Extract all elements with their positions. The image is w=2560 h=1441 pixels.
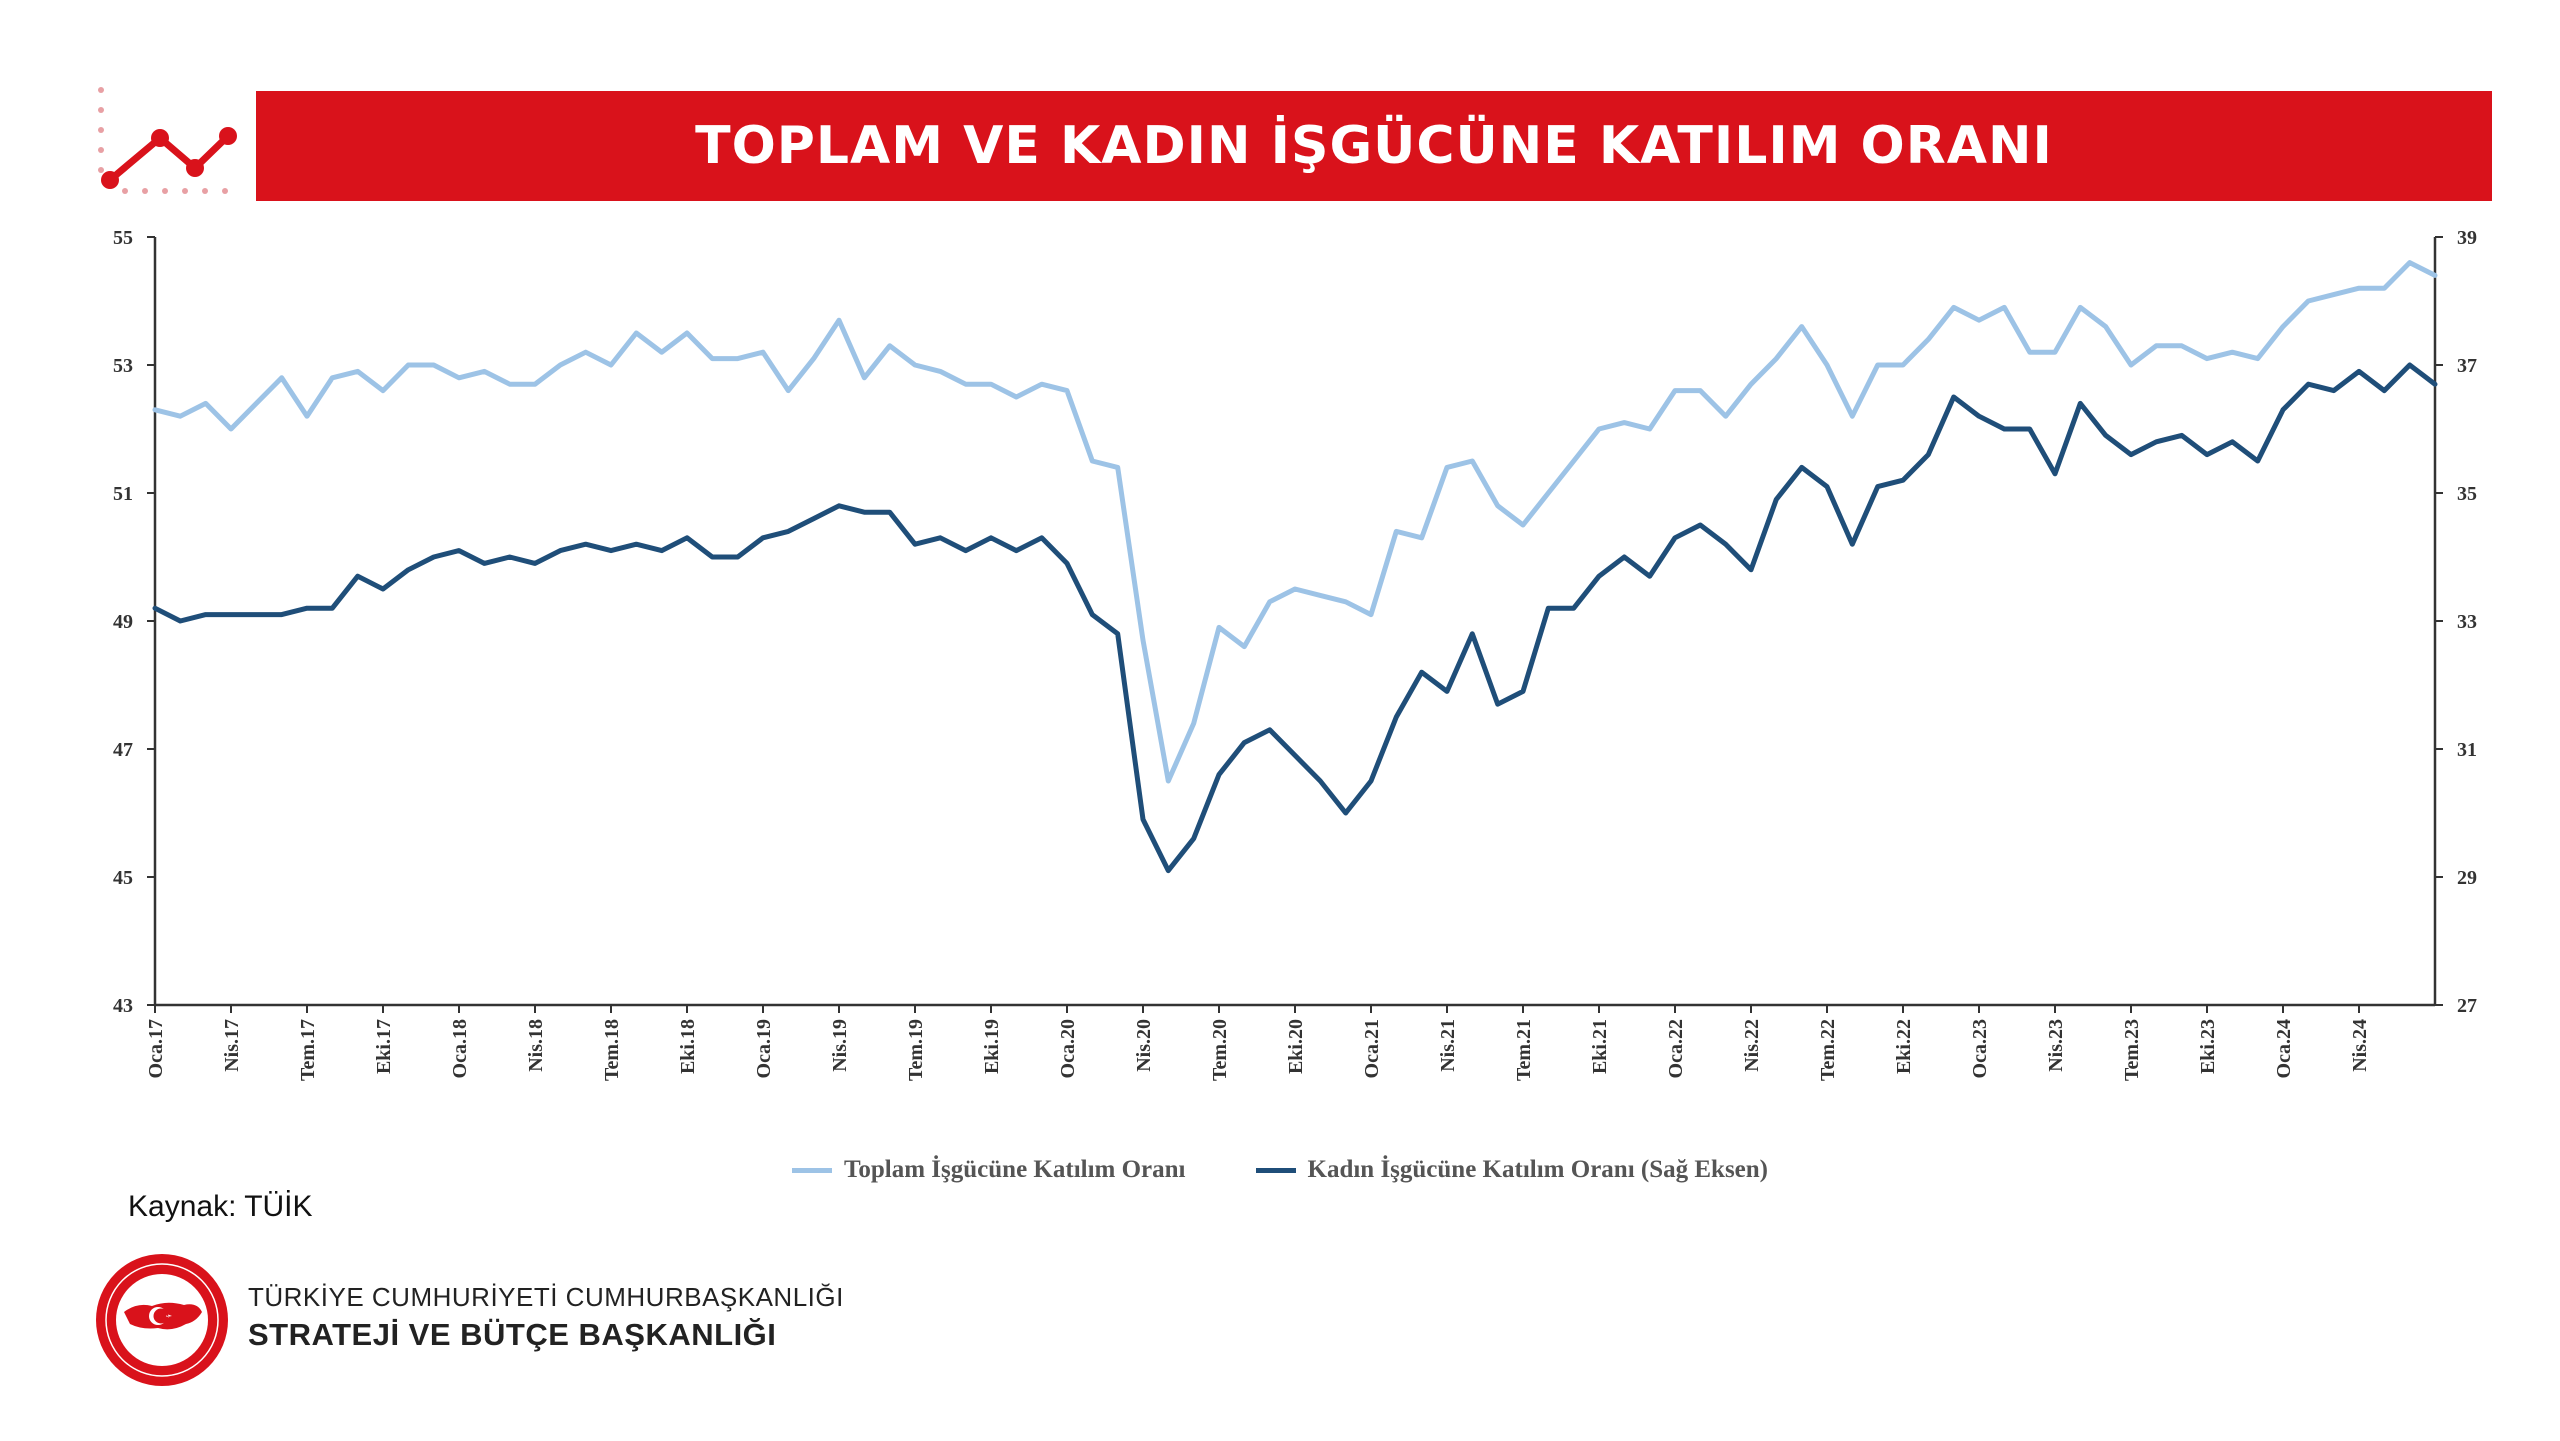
org-name-line1: TÜRKİYE CUMHURİYETİ CUMHURBAŞKANLIĞI bbox=[248, 1282, 844, 1312]
x-tick-label: Nis.22 bbox=[1741, 1019, 1763, 1072]
y-right-tick-label: 37 bbox=[2457, 355, 2477, 377]
trend-line-icon bbox=[98, 87, 237, 194]
x-tick-label: Oca.19 bbox=[753, 1019, 775, 1078]
x-tick-label: Eki.18 bbox=[677, 1019, 699, 1074]
y-right-tick-label: 31 bbox=[2457, 739, 2477, 761]
x-tick-label: Oca.21 bbox=[1361, 1019, 1383, 1078]
org-name: TÜRKİYE CUMHURİYETİ CUMHURBAŞKANLIĞI STR… bbox=[248, 1282, 844, 1353]
x-tick-label: Tem.18 bbox=[601, 1019, 623, 1081]
x-tick-label: Eki.17 bbox=[373, 1019, 395, 1074]
legend-swatch-total bbox=[792, 1167, 832, 1173]
y-left-tick-label: 51 bbox=[113, 483, 133, 505]
x-tick-label: Tem.17 bbox=[297, 1019, 319, 1081]
x-tick-label: Eki.22 bbox=[1893, 1019, 1915, 1074]
x-tick-label: Tem.22 bbox=[1817, 1019, 1839, 1081]
y-left-tick-label: 47 bbox=[113, 739, 133, 761]
x-tick-label: Nis.19 bbox=[829, 1019, 851, 1072]
x-tick-label: Nis.17 bbox=[221, 1019, 243, 1072]
title-banner: TOPLAM VE KADIN İŞGÜCÜNE KATILIM ORANI bbox=[256, 91, 2492, 201]
legend-label-total: Toplam İşgücüne Katılım Oranı bbox=[844, 1156, 1186, 1183]
y-left-tick-label: 45 bbox=[113, 867, 133, 889]
legend-label-women: Kadın İşgücüne Katılım Oranı (Sağ Eksen) bbox=[1307, 1156, 1769, 1183]
series-layer bbox=[152, 260, 2438, 874]
x-tick-label: Eki.23 bbox=[2197, 1019, 2219, 1074]
x-tick-label: Eki.19 bbox=[981, 1019, 1003, 1074]
x-tick-label: Oca.24 bbox=[2273, 1019, 2295, 1078]
y-left-tick-label: 49 bbox=[113, 611, 133, 633]
x-tick-label: Oca.23 bbox=[1969, 1019, 1991, 1078]
chart-axes bbox=[153, 237, 2437, 1007]
x-tick-label: Oca.22 bbox=[1665, 1019, 1687, 1078]
legend-item-total: Toplam İşgücüne Katılım Oranı bbox=[792, 1156, 1186, 1184]
x-axis: Oca.17 Nis.17 Tem.17 Eki.17 Oca.18 Nis.18 Tem.… bbox=[145, 1005, 2371, 1081]
y-axis-left: 43 45 47 49 51 53 55 bbox=[113, 227, 155, 1017]
x-tick-label: Nis.21 bbox=[1437, 1019, 1459, 1072]
x-tick-label: Nis.20 bbox=[1133, 1019, 1155, 1072]
x-tick-label: Oca.20 bbox=[1057, 1019, 1079, 1078]
y-right-tick-label: 35 bbox=[2457, 483, 2477, 505]
y-left-tick-label: 43 bbox=[113, 995, 133, 1017]
legend-item-women: Kadın İşgücüne Katılım Oranı (Sağ Eksen) bbox=[1255, 1156, 1769, 1184]
y-right-tick-label: 39 bbox=[2457, 227, 2477, 249]
y-right-tick-label: 27 bbox=[2457, 995, 2477, 1017]
x-tick-label: Tem.21 bbox=[1513, 1019, 1535, 1081]
chart-legend: Toplam İşgücüne Katılım Oranı Kadın İşgü… bbox=[0, 1150, 2560, 1190]
x-tick-label: Eki.20 bbox=[1285, 1019, 1307, 1074]
x-tick-label: Tem.23 bbox=[2121, 1019, 2143, 1081]
series-line-total bbox=[152, 260, 2438, 784]
x-tick-label: Tem.20 bbox=[1209, 1019, 1231, 1081]
y-left-tick-label: 55 bbox=[113, 227, 133, 249]
legend-swatch-women bbox=[1255, 1167, 1296, 1173]
x-tick-label: Nis.18 bbox=[525, 1019, 547, 1072]
x-tick-label: Nis.24 bbox=[2349, 1019, 2371, 1072]
source-note: Kaynak: TÜİK bbox=[128, 1190, 313, 1223]
x-tick-label: Eki.21 bbox=[1589, 1019, 1611, 1074]
x-tick-label: Tem.19 bbox=[905, 1019, 927, 1081]
x-tick-label: Nis.23 bbox=[2045, 1019, 2067, 1072]
y-right-tick-label: 29 bbox=[2457, 867, 2477, 889]
page-title: TOPLAM VE KADIN İŞGÜCÜNE KATILIM ORANI bbox=[695, 116, 2053, 176]
y-left-tick-label: 53 bbox=[113, 355, 133, 377]
series-line-women bbox=[152, 362, 2438, 874]
sbb-seal-logo bbox=[96, 1254, 228, 1386]
y-axis-right: 27 29 31 33 35 37 39 bbox=[2435, 227, 2477, 1017]
y-right-tick-label: 33 bbox=[2457, 611, 2477, 633]
x-tick-label: Oca.17 bbox=[145, 1019, 167, 1078]
x-tick-label: Oca.18 bbox=[449, 1019, 471, 1078]
org-name-line2: STRATEJİ VE BÜTÇE BAŞKANLIĞI bbox=[248, 1317, 777, 1352]
